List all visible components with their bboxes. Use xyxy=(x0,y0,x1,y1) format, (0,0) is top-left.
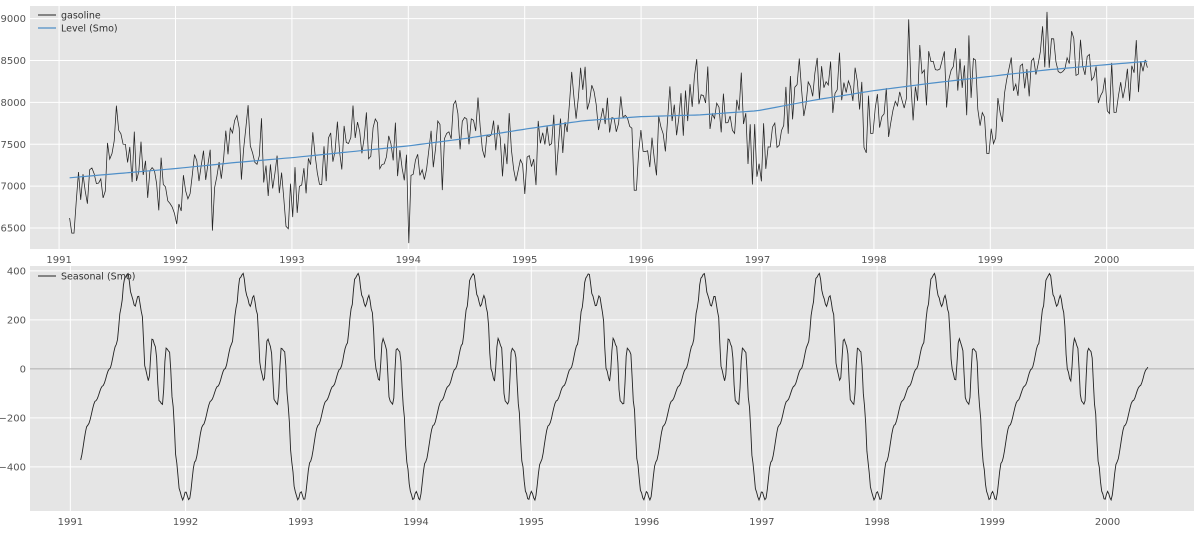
seasonal-x-tick-label: 1999 xyxy=(980,517,1005,528)
seasonal-y-tick-label: 400 xyxy=(7,266,26,277)
seasonal-legend: Seasonal (Smo) xyxy=(38,272,135,283)
level-y-tick-label: 7000 xyxy=(1,182,26,193)
seasonal-series xyxy=(30,272,1194,502)
level-x-tick-label: 1994 xyxy=(396,255,421,266)
legend-label-gasoline: gasoline xyxy=(61,11,101,22)
level-y-tick-label: 8000 xyxy=(1,98,26,109)
seasonal-panel: 1991 1992 1993 1994 1995 1996 1997 1998 1999 2000… xyxy=(0,266,1194,528)
level-x-tick-label: 1996 xyxy=(628,255,653,266)
level-x-tick-label: 1993 xyxy=(279,255,304,266)
level-y-tick-label: 8500 xyxy=(1,56,26,67)
level-legend: gasoline Level (Smo) xyxy=(38,11,118,35)
seasonal-y-tick-label: 0 xyxy=(20,364,26,375)
level-x-tick-label: 1998 xyxy=(861,255,886,266)
seasonal-tick-labels: 1991 1992 1993 1994 1995 1996 1997 1998 1999 2000… xyxy=(0,266,1120,528)
level-y-tick-label: 6500 xyxy=(1,224,26,235)
seasonal-y-tick-label: −200 xyxy=(0,413,26,424)
legend-label-level: Level (Smo) xyxy=(61,24,118,35)
seasonal-y-tick-label: −400 xyxy=(0,462,26,473)
seasonal-x-tick-label: 1998 xyxy=(864,517,889,528)
level-grid xyxy=(30,6,1194,249)
level-tick-labels: 1991 1992 1993 1994 1995 1996 1997 1998 1999 2000… xyxy=(1,14,1120,266)
level-x-tick-label: 1997 xyxy=(745,255,770,266)
seasonal-x-tick-label: 1991 xyxy=(58,517,83,528)
gasoline-line xyxy=(69,11,1148,244)
seasonal-line xyxy=(80,272,1149,502)
seasonal-plot-area xyxy=(30,266,1194,511)
seasonal-x-tick-label: 1995 xyxy=(519,517,544,528)
seasonal-x-tick-label: 1993 xyxy=(288,517,313,528)
level-x-tick-label: 1992 xyxy=(163,255,188,266)
level-x-tick-label: 2000 xyxy=(1094,255,1119,266)
level-plot-area xyxy=(30,6,1194,249)
legend-label-seasonal: Seasonal (Smo) xyxy=(61,272,135,283)
level-x-tick-label: 1991 xyxy=(46,255,71,266)
seasonal-x-tick-label: 2000 xyxy=(1095,517,1120,528)
seasonal-x-tick-label: 1994 xyxy=(403,517,428,528)
level-y-tick-label: 9000 xyxy=(1,14,26,25)
level-x-tick-label: 1999 xyxy=(978,255,1003,266)
level-x-tick-label: 1995 xyxy=(512,255,537,266)
level-panel: 1991 1992 1993 1994 1995 1996 1997 1998 1999 2000… xyxy=(1,6,1194,266)
level-line xyxy=(69,60,1148,179)
seasonal-y-tick-label: 200 xyxy=(7,315,26,326)
seasonal-x-tick-label: 1992 xyxy=(173,517,198,528)
level-y-tick-label: 7500 xyxy=(1,140,26,151)
seasonal-x-tick-label: 1997 xyxy=(749,517,774,528)
level-series xyxy=(69,11,1148,244)
seasonal-x-tick-label: 1996 xyxy=(634,517,659,528)
